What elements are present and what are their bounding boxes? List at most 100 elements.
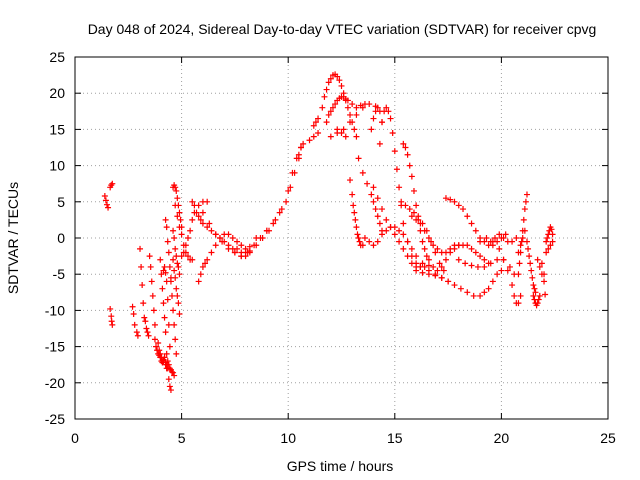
data-point xyxy=(425,262,432,269)
data-point xyxy=(494,256,501,263)
data-point xyxy=(234,245,241,252)
series-arc-49 xyxy=(534,256,548,285)
data-point xyxy=(257,235,264,241)
data-point xyxy=(500,256,507,263)
data-point xyxy=(176,209,183,216)
data-point xyxy=(129,303,136,310)
data-point xyxy=(434,245,441,252)
data-point xyxy=(155,339,162,346)
data-point xyxy=(170,307,177,314)
data-point xyxy=(515,271,522,278)
data-point xyxy=(172,184,179,191)
data-point xyxy=(534,300,541,307)
x-tick-label: 20 xyxy=(494,430,510,446)
data-point xyxy=(354,231,361,238)
data-point xyxy=(481,256,488,263)
data-point xyxy=(166,343,173,350)
data-point xyxy=(219,238,226,245)
data-point xyxy=(353,111,360,118)
data-point xyxy=(413,216,420,223)
data-point xyxy=(535,296,542,303)
data-point xyxy=(208,227,215,234)
data-point xyxy=(143,325,150,332)
data-point xyxy=(534,256,541,263)
data-point xyxy=(436,260,443,267)
data-point xyxy=(263,227,270,234)
data-point xyxy=(400,220,407,227)
series-arc-52 xyxy=(543,238,556,256)
data-point xyxy=(276,209,283,216)
data-point xyxy=(162,216,169,223)
data-point xyxy=(445,278,452,285)
series-arc-50 xyxy=(538,260,549,298)
data-point xyxy=(374,238,381,245)
data-point xyxy=(536,263,543,270)
data-point xyxy=(393,166,400,173)
data-point xyxy=(202,260,209,267)
series-arc-14 xyxy=(167,278,180,357)
data-point xyxy=(349,101,356,108)
series-arc-24 xyxy=(295,140,307,158)
data-point xyxy=(109,180,116,187)
data-point xyxy=(334,126,341,133)
data-point xyxy=(285,187,292,194)
series-arc-40 xyxy=(413,267,505,299)
data-point xyxy=(189,216,196,223)
data-point xyxy=(139,282,146,289)
data-point xyxy=(172,336,179,343)
data-point xyxy=(517,292,524,299)
series-arc-42 xyxy=(455,256,518,278)
data-point xyxy=(387,224,394,231)
data-point xyxy=(325,111,332,118)
grid-lines xyxy=(75,57,608,419)
data-point xyxy=(404,151,411,158)
data-point xyxy=(340,126,347,133)
data-point xyxy=(379,231,386,238)
data-point xyxy=(370,115,377,122)
series-arc-11 xyxy=(160,263,173,350)
series-arc-05 xyxy=(137,245,148,321)
data-point xyxy=(370,184,377,191)
data-point xyxy=(161,314,168,321)
series-arc-39 xyxy=(408,213,492,267)
data-point xyxy=(173,350,180,357)
data-point xyxy=(195,213,202,220)
data-point xyxy=(531,285,538,292)
data-point xyxy=(167,387,174,394)
data-point xyxy=(338,130,345,137)
data-point xyxy=(166,383,173,390)
data-point xyxy=(178,231,185,238)
data-point xyxy=(197,216,204,223)
data-point xyxy=(347,177,354,184)
data-point xyxy=(440,267,447,274)
data-point xyxy=(509,238,516,245)
data-point xyxy=(391,148,398,155)
data-point xyxy=(379,206,386,213)
series-arc-36 xyxy=(370,184,424,270)
data-point xyxy=(423,253,430,260)
data-point xyxy=(517,242,524,249)
y-tick-labels: -25 -20 -15 -10 -5 0 5 10 15 20 25 xyxy=(45,49,65,427)
data-point xyxy=(329,104,336,111)
data-point xyxy=(165,249,172,256)
data-point xyxy=(142,318,149,325)
data-point xyxy=(350,202,357,209)
data-point xyxy=(398,198,405,205)
data-point xyxy=(102,197,109,204)
data-point xyxy=(164,238,171,245)
data-point xyxy=(366,238,373,245)
data-point xyxy=(107,305,114,312)
y-tick-label: -25 xyxy=(45,411,65,427)
data-point xyxy=(176,224,183,231)
data-point xyxy=(529,274,536,281)
data-point xyxy=(151,321,158,328)
data-point xyxy=(351,126,358,133)
data-point xyxy=(327,133,334,140)
data-point xyxy=(164,296,171,303)
data-point xyxy=(162,269,169,276)
series-arc-30 xyxy=(334,126,349,140)
data-point xyxy=(174,195,181,202)
data-point xyxy=(400,231,407,238)
data-point xyxy=(413,267,420,274)
